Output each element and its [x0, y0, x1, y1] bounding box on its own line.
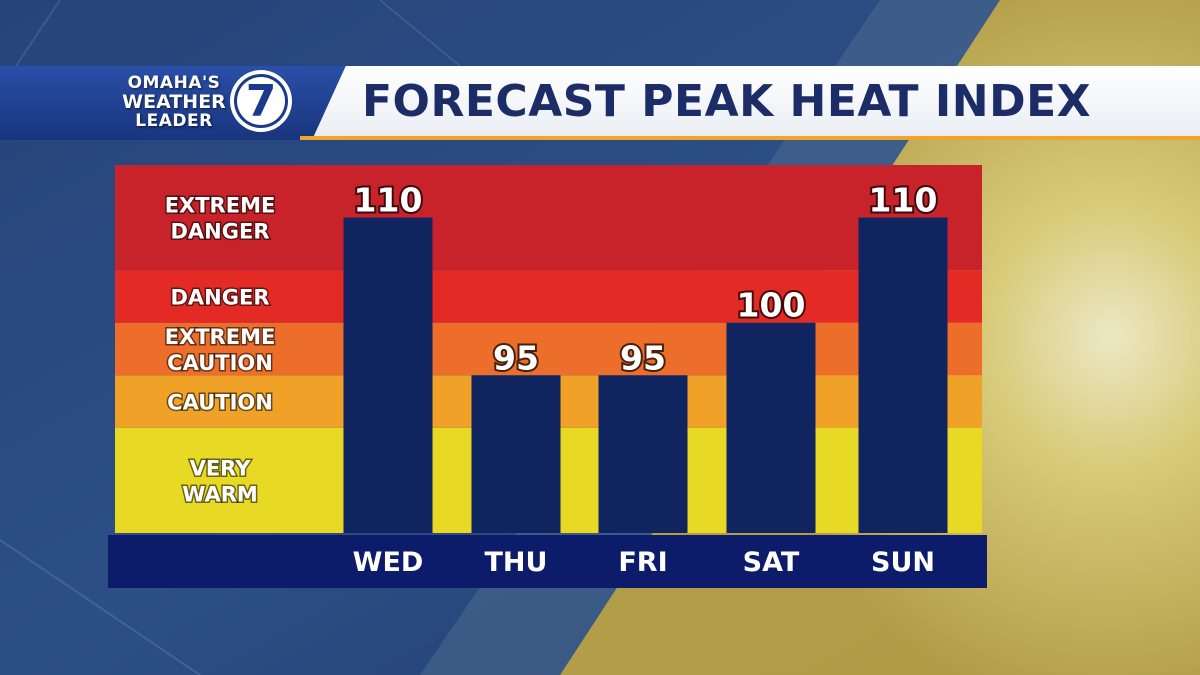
- value-label-sun: 110: [869, 181, 938, 220]
- band-label: EXTREME: [165, 194, 276, 218]
- band-label: VERY: [190, 456, 252, 480]
- bar-fri: [598, 375, 688, 533]
- value-label-sat: 100: [737, 286, 806, 325]
- day-axis-bar: [108, 535, 987, 588]
- bar-sat: [726, 322, 816, 533]
- day-label-fri: FRI: [618, 547, 667, 578]
- title-accent-stripe: [300, 136, 1200, 140]
- value-labels: 110 95 95 100 110: [352, 179, 940, 380]
- bars: [343, 217, 948, 534]
- header-bar: OMAHA'S WEATHER LEADER 7 FORECAST PEAK H…: [0, 66, 1200, 140]
- band-4: [115, 165, 982, 271]
- band-label: WARM: [182, 482, 258, 506]
- logo-line-2: WEATHER: [122, 91, 226, 113]
- logo-line-3: LEADER: [135, 111, 213, 131]
- bar-sun: [858, 217, 948, 534]
- station-logo-panel: OMAHA'S WEATHER LEADER 7: [0, 66, 345, 140]
- bar-thu: [471, 375, 561, 533]
- day-label-thu: THU: [485, 547, 548, 578]
- day-label-sat: SAT: [743, 547, 800, 578]
- day-axis: WED THU FRI SAT SUN: [108, 535, 987, 588]
- band-label: CAUTION: [167, 351, 273, 375]
- band-label: CAUTION: [167, 391, 273, 415]
- title-panel: [312, 66, 1200, 140]
- band-label: DANGER: [170, 285, 269, 309]
- value-label-fri: 95: [620, 338, 666, 377]
- value-label-thu: 95: [493, 338, 539, 377]
- station-logo-text: OMAHA'S WEATHER LEADER: [104, 74, 244, 131]
- value-label-wed: 110: [354, 181, 423, 220]
- page-title: FORECAST PEAK HEAT INDEX: [362, 76, 1092, 127]
- band-labels: VERYWARMCAUTIONEXTREMECAUTIONDANGEREXTRE…: [163, 192, 277, 508]
- logo-line-1: OMAHA'S: [127, 73, 221, 93]
- band-3: [115, 270, 982, 323]
- channel-7-logo-icon: 7: [230, 70, 292, 132]
- logo-number: 7: [246, 76, 277, 127]
- band-label: EXTREME: [165, 325, 276, 349]
- bar-wed: [343, 217, 433, 534]
- band-2: [115, 322, 982, 376]
- band-label: DANGER: [170, 220, 269, 244]
- day-label-wed: WED: [353, 547, 424, 578]
- day-label-sun: SUN: [871, 547, 935, 578]
